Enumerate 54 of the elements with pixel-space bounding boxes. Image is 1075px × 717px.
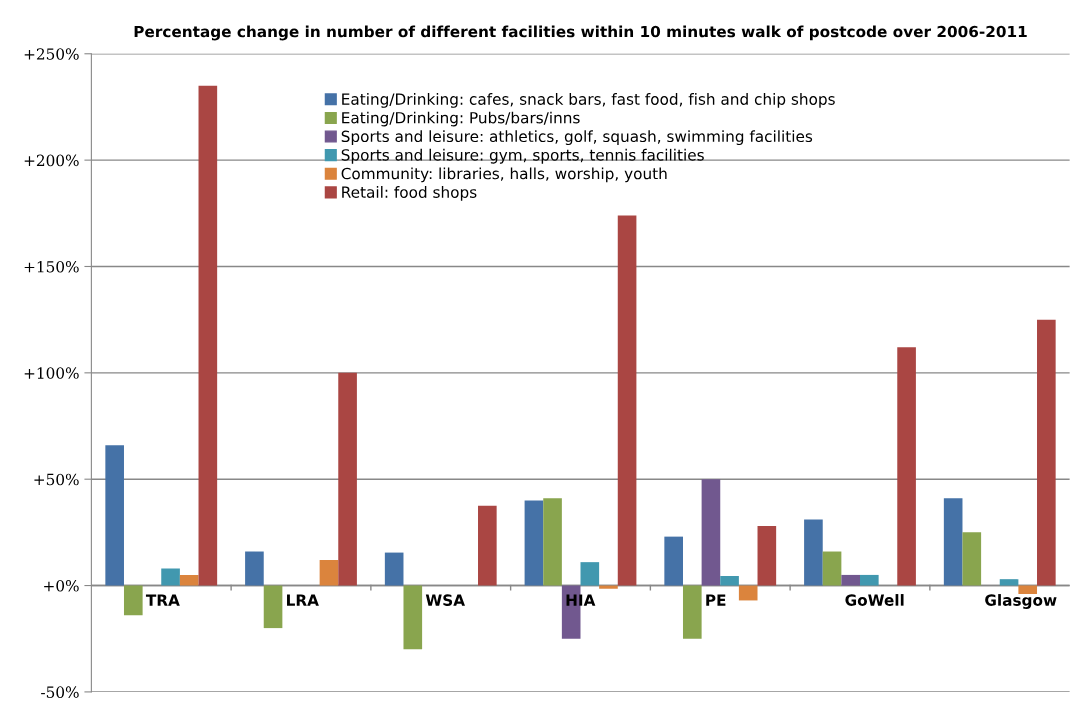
y-tick-label: +150%	[24, 260, 79, 273]
x-tick-label: TRA	[145, 594, 180, 606]
x-tick-label: Glasgow	[985, 594, 1057, 609]
bar	[701, 479, 721, 586]
legend-label: Sports and leisure: gym, sports, tennis facilities	[341, 148, 704, 164]
bar	[897, 347, 916, 586]
bar	[543, 498, 562, 586]
x-tick-label: GoWell	[845, 594, 904, 606]
bar	[1018, 585, 1038, 595]
bar	[664, 536, 683, 586]
x-tick-label: LRA	[287, 594, 319, 606]
bar	[105, 445, 124, 586]
bar	[943, 498, 963, 586]
bar	[403, 585, 423, 650]
bar	[1037, 319, 1056, 586]
bar	[478, 505, 497, 586]
bar	[822, 551, 842, 586]
chart-title: Percentage change in number of different facilities within 10 minutes walk of postcode over 2006-2011	[134, 25, 1027, 41]
bar	[720, 575, 739, 586]
bar	[962, 532, 982, 586]
bar	[682, 585, 702, 639]
legend-label: Sports and leisure: athletics, golf, squash, swimming facilities	[341, 130, 813, 146]
y-tick-label: +250%	[24, 48, 79, 60]
x-tick-label: HIA	[566, 594, 596, 606]
bar	[524, 500, 544, 586]
bar	[738, 585, 758, 601]
bar	[617, 215, 637, 586]
bar	[804, 519, 823, 586]
bar	[179, 574, 199, 586]
bar	[161, 568, 180, 586]
bar	[319, 560, 339, 586]
bar	[384, 552, 404, 586]
y-tick-label: -50%	[41, 686, 79, 698]
y-tick-label: +200%	[24, 154, 79, 167]
x-tick-label: PE	[706, 594, 726, 606]
bar	[198, 85, 218, 586]
legend-label: Community: libraries, halls, worship, youth	[341, 167, 667, 183]
legend-label: Retail: food shops	[342, 186, 477, 201]
y-tick-label: +100%	[24, 367, 79, 379]
bar	[123, 585, 143, 616]
x-tick-label: WSA	[425, 594, 465, 606]
bar	[263, 585, 283, 629]
y-tick-label: +50%	[34, 473, 79, 486]
legend-label: Eating/Drinking: Pubs/bars/inns	[342, 111, 580, 127]
bar	[599, 585, 618, 589]
bar	[338, 372, 357, 586]
y-tick-label: +0%	[44, 580, 79, 592]
bar	[580, 562, 600, 586]
bar	[999, 579, 1019, 586]
bar	[245, 551, 264, 586]
legend-label: Eating/Drinking: cafes, snack bars, fast food, fish and chip shops	[342, 93, 835, 108]
bar	[757, 525, 777, 586]
bar	[841, 574, 860, 586]
bar	[860, 574, 879, 586]
